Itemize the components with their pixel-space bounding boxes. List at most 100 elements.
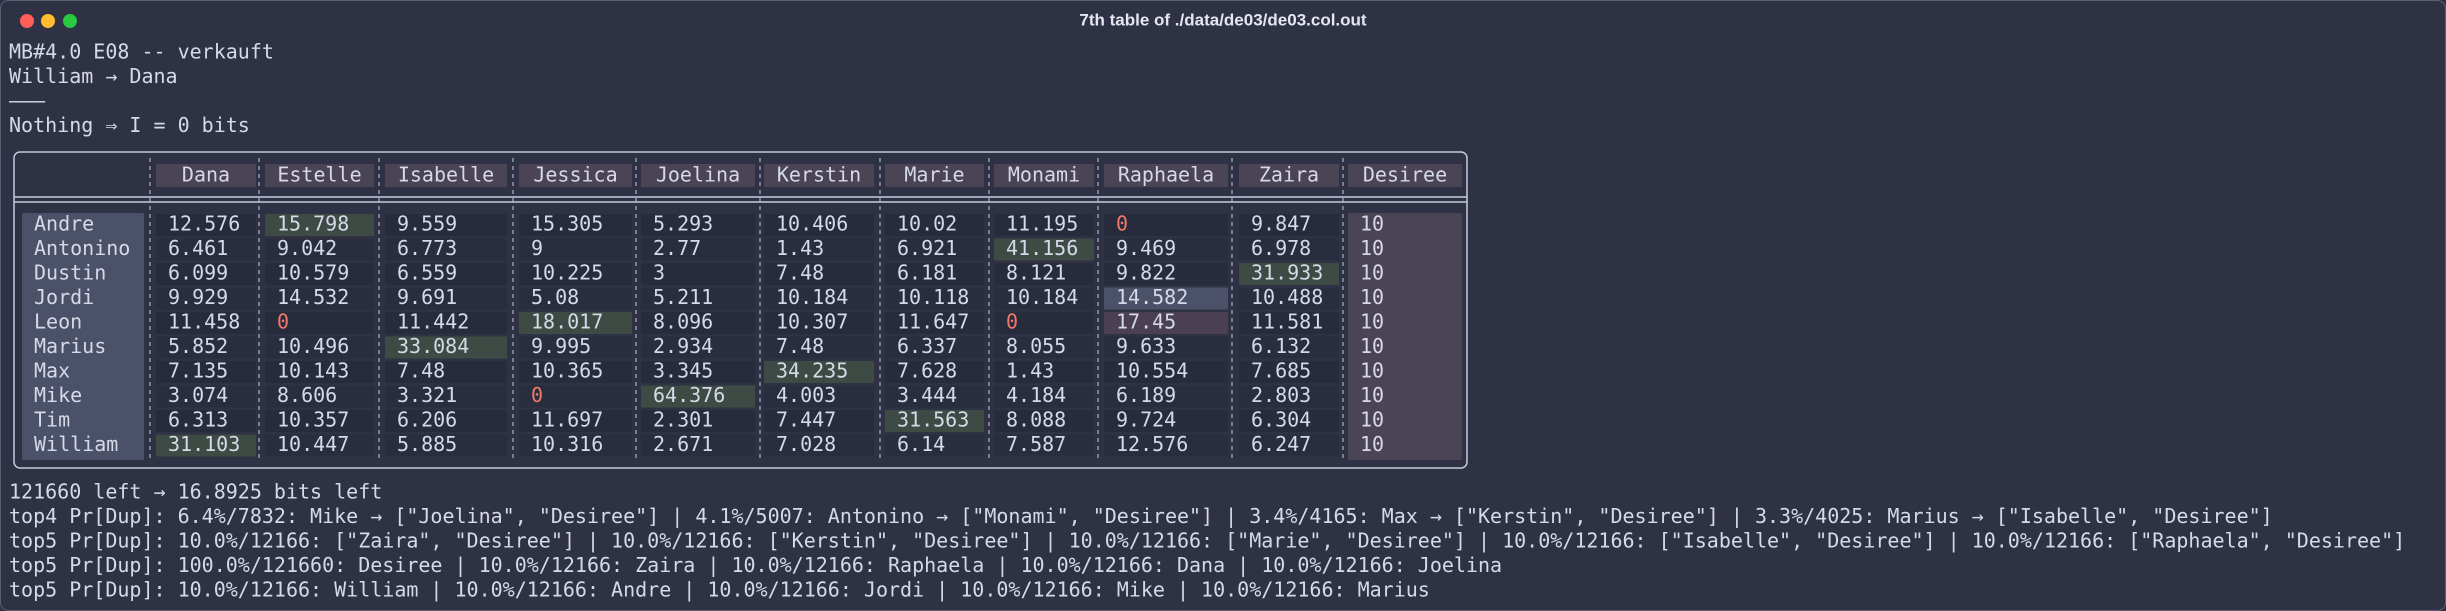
cell-bg: [641, 287, 755, 310]
cell-bg: [764, 336, 874, 359]
table-cell: 6.247: [1251, 432, 1311, 456]
table-cell: 12.576: [1116, 432, 1188, 456]
table-cell: 6.978: [1251, 236, 1311, 260]
cell-bg: [1104, 214, 1228, 236]
cell-bg: [1104, 434, 1228, 457]
window-title: 7th table of ./data/de03/de03.col.out: [1079, 10, 1367, 29]
output-line: top5 Pr[Dup]: 10.0%/12166: ["Zaira", "De…: [9, 529, 2405, 553]
cell-bg: [519, 287, 632, 310]
table-cell: 31.933: [1251, 261, 1323, 285]
cell-bg: [994, 410, 1094, 432]
table-cell: 10.488: [1251, 285, 1323, 309]
cell-bg: [764, 434, 874, 457]
header-cell: [385, 164, 507, 187]
cell-bg: [1104, 385, 1228, 408]
table-cell: 31.563: [897, 408, 969, 432]
table-cell: 7.135: [168, 359, 228, 383]
column-header: Marie: [904, 163, 964, 187]
table-cell: 10.554: [1116, 359, 1188, 383]
table-cell: 0: [1116, 212, 1128, 236]
table-cell: 8.121: [1006, 261, 1066, 285]
table-cell: 14.532: [277, 285, 349, 309]
table-cell: 9.847: [1251, 212, 1311, 236]
table-cell: 10.118: [897, 285, 969, 309]
cell-bg: [1239, 238, 1339, 261]
zoom-button[interactable]: [63, 14, 77, 28]
cell-bg: [156, 312, 256, 334]
table-cell: 3.074: [168, 383, 228, 407]
cell-bg: [1104, 312, 1228, 334]
cell-bg: [265, 238, 374, 261]
cell-bg: [1104, 410, 1228, 432]
row-label-column: [22, 213, 144, 460]
output-line: top5 Pr[Dup]: 100.0%/121660: Desiree | 1…: [9, 553, 1502, 577]
cell-bg: [1239, 263, 1339, 285]
header-cell: [519, 164, 632, 187]
cell-bg: [885, 336, 984, 359]
cell-bg: [994, 434, 1094, 457]
close-button[interactable]: [20, 14, 34, 28]
column-header: Dana: [182, 163, 230, 187]
row-label: William: [34, 432, 118, 456]
header-cell: [1348, 164, 1462, 187]
cell-bg: [764, 238, 874, 261]
table-cell: 10.307: [776, 310, 848, 334]
table-cell: 2.301: [653, 408, 713, 432]
cell-bg: [994, 263, 1094, 285]
table-cell: 33.084: [397, 334, 469, 358]
cell-bg: [885, 434, 984, 457]
cell-bg: [1239, 361, 1339, 383]
column-header: Desiree: [1363, 163, 1447, 187]
table-cell: 9.822: [1116, 261, 1176, 285]
table-cell: 7.447: [776, 408, 836, 432]
row-label: Leon: [34, 310, 82, 334]
header-cell: [641, 164, 755, 187]
table-cell: 10: [1360, 359, 1384, 383]
table-cell: 5.08: [531, 285, 579, 309]
table-cell: 10.496: [277, 334, 349, 358]
cell-bg: [885, 410, 984, 432]
table-cell: 8.088: [1006, 408, 1066, 432]
cell-bg: [265, 336, 374, 359]
table-cell: 14.582: [1116, 285, 1188, 309]
table-cell: 10.02: [897, 212, 957, 236]
table-cell: 11.442: [397, 310, 469, 334]
cell-bg: [994, 385, 1094, 408]
cell-bg: [1104, 361, 1228, 383]
cell-bg: [885, 385, 984, 408]
cell-bg: [265, 263, 374, 285]
cell-bg: [265, 361, 374, 383]
cell-bg: [265, 214, 374, 236]
table-cell: 6.14: [897, 432, 945, 456]
table-cell: 0: [1006, 310, 1018, 334]
table-cell: 9.469: [1116, 236, 1176, 260]
table-cell: 15.798: [277, 212, 349, 236]
table-cell: 9: [531, 236, 543, 260]
table-cell: 34.235: [776, 359, 848, 383]
table-cell: 8.055: [1006, 334, 1066, 358]
table-cell: 12.576: [168, 212, 240, 236]
table-cell: 5.852: [168, 334, 228, 358]
cell-bg: [885, 361, 984, 383]
minimize-button[interactable]: [41, 14, 55, 28]
header-cell: [1239, 164, 1339, 187]
output-line: ———: [9, 89, 46, 113]
output-line: top5 Pr[Dup]: 10.0%/12166: William | 10.…: [9, 578, 1430, 602]
cell-bg: [265, 287, 374, 310]
table-cell: 6.181: [897, 261, 957, 285]
table-cell: 6.921: [897, 236, 957, 260]
table-cell: 10: [1360, 408, 1384, 432]
cell-bg: [994, 361, 1094, 383]
table-cell: 6.099: [168, 261, 228, 285]
header-cell: [1104, 164, 1228, 187]
row-label: Dustin: [34, 261, 106, 285]
cell-bg: [156, 410, 256, 432]
output-line: Nothing ⇒ I = 0 bits: [9, 113, 250, 137]
cell-bg: [764, 263, 874, 285]
table-cell: 0: [531, 383, 543, 407]
cell-bg: [385, 336, 507, 359]
table-cell: 3.321: [397, 383, 457, 407]
cell-bg: [385, 385, 507, 408]
cell-bg: [1104, 263, 1228, 285]
table-cell: 10: [1360, 212, 1384, 236]
